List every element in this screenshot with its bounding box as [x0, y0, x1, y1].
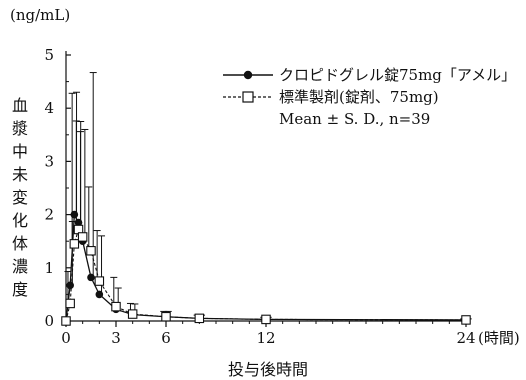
data-point-reference: [111, 301, 121, 312]
legend-note: Mean ± S. D., n=39: [279, 110, 431, 128]
legend-label-reference: 標準製剤(錠剤、75mg): [279, 88, 439, 106]
x-tick-label: 6: [161, 329, 171, 347]
y-tick-label: 0: [44, 312, 54, 330]
data-point-reference: [161, 311, 171, 322]
y-tick-label: 5: [44, 46, 54, 64]
y-tick-label: 4: [44, 99, 54, 117]
y-axis-label-char: 未: [12, 165, 29, 184]
legend-label-test: クロピドグレル錠75mg「アメル」: [279, 66, 517, 84]
y-axis-label-char: 漿: [12, 119, 29, 138]
y-axis-label-char: 変: [12, 188, 29, 207]
data-point-reference: [461, 315, 471, 325]
y-tick-label: 1: [44, 259, 54, 277]
y-unit-label: (ng/mL): [10, 6, 71, 24]
data-point-test: [74, 218, 83, 227]
data-point-reference: [65, 298, 75, 309]
series-line-test: [65, 212, 467, 322]
y-axis-label-char: 中: [12, 142, 29, 161]
series-line-reference: [65, 228, 467, 322]
data-point-test: [66, 281, 74, 290]
y-axis-label-char: 血: [12, 96, 29, 115]
y-tick-label: 3: [44, 152, 54, 170]
y-tick-label: 2: [44, 206, 54, 224]
data-point-test: [95, 290, 104, 299]
data-point-reference: [69, 239, 80, 249]
data-point-reference: [194, 313, 205, 324]
y-axis-label: 血漿中未変化体濃度: [12, 94, 28, 301]
data-point-reference: [61, 316, 71, 326]
data-point-reference: [86, 246, 96, 256]
x-axis-label: 投与後時間: [227, 360, 308, 379]
y-axis-label-char: 度: [12, 280, 29, 299]
legend-marker-square: [223, 91, 273, 103]
x-tick-label: 12: [256, 329, 275, 347]
data-point-test: [70, 210, 79, 219]
data-point-reference: [261, 314, 271, 325]
data-point-reference: [77, 232, 88, 242]
x-tick-label: 0: [61, 329, 71, 347]
x-tick-label: 24: [456, 329, 475, 347]
data-point-reference: [94, 276, 105, 286]
legend-marker-circle: [223, 70, 273, 80]
data-point-test: [87, 273, 95, 282]
x-unit-label: (時間): [478, 329, 520, 347]
data-point-reference: [127, 309, 138, 319]
y-axis-label-char: 体: [12, 234, 29, 253]
x-tick-label: 3: [111, 329, 121, 347]
y-axis-label-char: 化: [12, 211, 29, 230]
y-axis-label-char: 濃: [12, 257, 29, 276]
